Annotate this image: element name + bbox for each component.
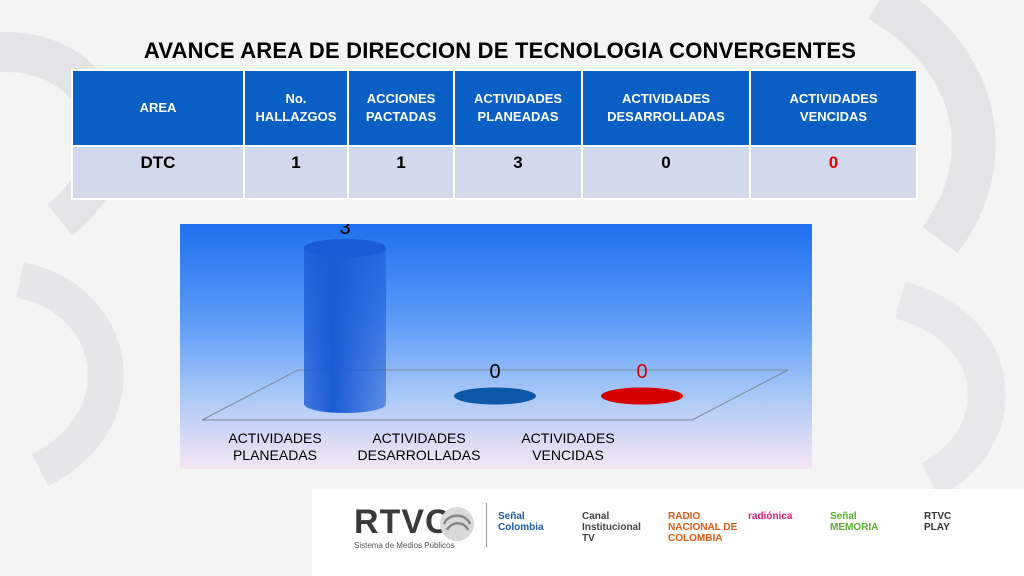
header-actividades-desarrolladas: ACTIVIDADES DESARROLLADAS (581, 69, 751, 147)
channel-logo-0: Señal Colombia (498, 511, 544, 533)
channel-logo-top-0: Señal (498, 511, 525, 522)
channel-logo-top-2: RADIO (668, 511, 701, 522)
channel-logo-top-1: Canal (582, 511, 610, 522)
channel-logo-bottom-0: Colombia (498, 522, 544, 533)
bar-top-0 (304, 239, 386, 257)
category-label-planeadas: ACTIVIDADES PLANEADAS (228, 430, 322, 463)
summary-table: AREA No. HALLAZGOS ACCIONES PACTADAS ACTIV… (71, 69, 918, 200)
cell-actividades-planeadas: 3 (453, 145, 583, 200)
header-actividades-vencidas: ACTIVIDADES VENCIDAS (749, 69, 918, 147)
data-label-1: 0 (489, 361, 500, 383)
channel-logo-top-4: Señal (830, 511, 857, 522)
rtvc-swirl-icon (440, 507, 474, 541)
header-acciones-pactadas: ACCIONES PACTADAS (347, 69, 455, 147)
channel-logo-bottom-5: PLAY (924, 522, 950, 533)
table-header-row: AREA No. HALLAZGOS ACCIONES PACTADAS ACTIV… (71, 69, 918, 147)
channel-logo-2: RADIO NACIONAL DE COLOMBIA (668, 511, 742, 544)
cell-actividades-desarrolladas: 0 (581, 145, 751, 200)
channel-logo-3: radiónica (748, 511, 792, 522)
category-label-desarrolladas: ACTIVIDADES DESARROLLADAS (357, 430, 481, 463)
page-title: AVANCE AREA DE DIRECCION DE TECNOLOGIA C… (143, 38, 857, 63)
channel-logo-bottom-2: NACIONAL DE COLOMBIA (668, 522, 738, 544)
bar-disc-1 (454, 387, 536, 405)
header-actividades-planeadas: ACTIVIDADES PLANEADAS (453, 69, 583, 147)
data-label-2: 0 (636, 361, 647, 383)
channel-logo-bottom-4: MEMORIA (830, 522, 879, 533)
channel-logo-1: Canal Institucional TV (582, 511, 656, 544)
channel-logo-bottom-3: radiónica (748, 511, 793, 522)
data-label-0: 3 (339, 224, 350, 239)
logo-separator (486, 503, 487, 547)
cell-hallazgos: 1 (243, 145, 349, 200)
channel-logo-5: RTVC PLAY (924, 511, 951, 533)
cell-area: DTC (71, 145, 245, 200)
header-area: AREA (71, 69, 245, 147)
category-label-vencidas: ACTIVIDADES VENCIDAS (521, 430, 615, 463)
channel-logo-top-5: RTVC (924, 511, 952, 522)
cell-acciones-pactadas: 1 (347, 145, 455, 200)
logo-bar: RTVC Sistema de Medios Públicos Señal Col… (312, 489, 1024, 576)
bar-disc-2 (601, 387, 683, 405)
rtvc-logo: RTVC Sistema de Medios Públicos (354, 503, 455, 550)
channel-logo-bottom-1: Institucional TV (582, 522, 641, 544)
bar-cylinder-0 (304, 239, 386, 413)
table-row: DTC 1 1 3 0 0 (71, 145, 918, 200)
channel-logo-4: Señal MEMORIA (830, 511, 878, 533)
chart-canvas: 3 0 0 (201, 224, 789, 421)
bar-chart: 3 0 0 ACTIVIDADES PLANEADAS ACTIVIDADES DESA… (180, 224, 812, 469)
header-hallazgos: No. HALLAZGOS (243, 69, 349, 147)
chart-floor (201, 369, 789, 421)
cell-actividades-vencidas: 0 (749, 145, 918, 200)
